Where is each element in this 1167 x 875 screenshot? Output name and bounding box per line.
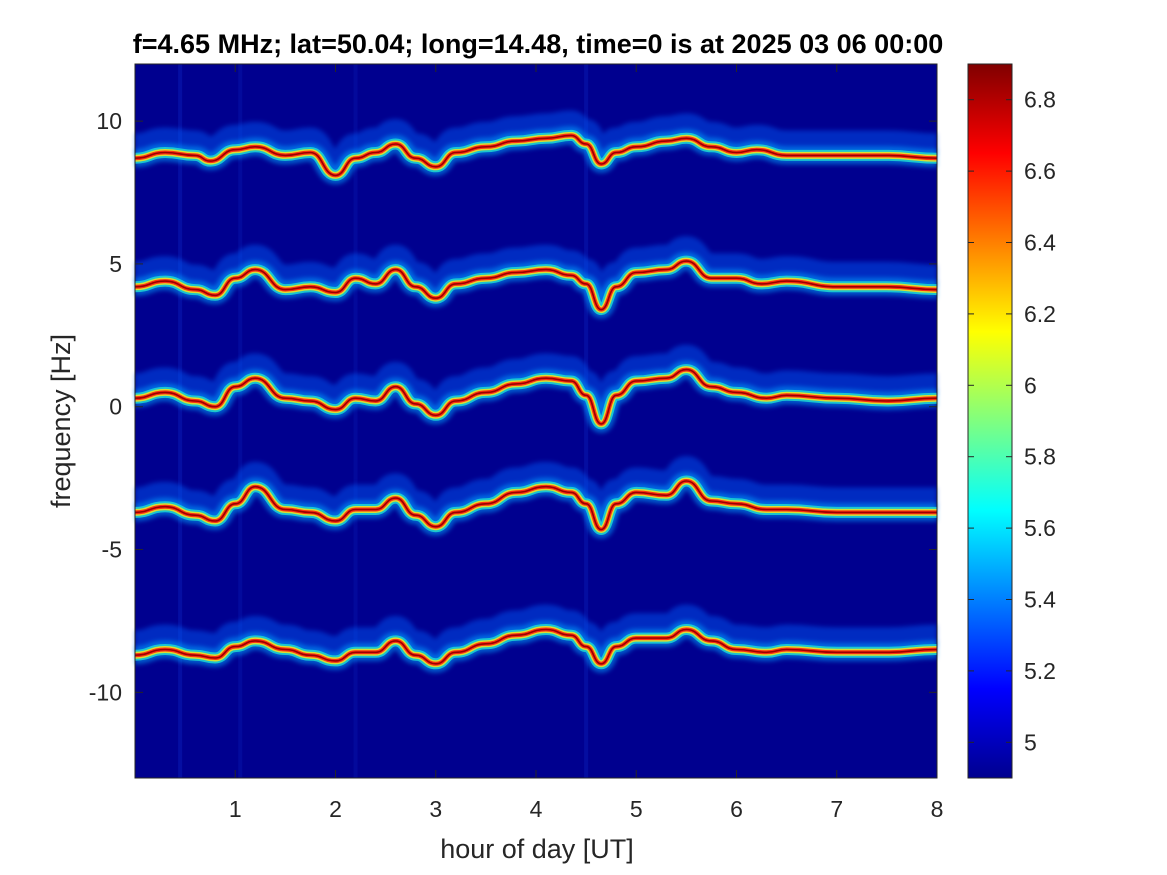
x-tick-label: 3 (429, 796, 442, 822)
doppler-trace (134, 110, 938, 185)
trace-core (134, 134, 938, 177)
plot-area (135, 64, 937, 778)
y-axis-ticks: 10 5 0 -5 -10 (89, 108, 937, 705)
x-tick-label: 7 (830, 796, 843, 822)
colorbar-tick-label: 5.2 (1024, 658, 1056, 684)
trace-core (134, 368, 938, 425)
colorbar-tick-label: 6.8 (1024, 87, 1056, 113)
y-tick-label: -5 (102, 537, 122, 563)
trace-halo-upper (134, 236, 938, 307)
colorbar-tick-label: 5.8 (1024, 444, 1056, 470)
doppler-trace (134, 455, 937, 539)
noise-streak (584, 64, 589, 778)
noise-streak (353, 64, 358, 778)
y-tick-label: 10 (96, 108, 122, 134)
colorbar-tick-label: 6.2 (1024, 301, 1056, 327)
x-tick-label: 4 (530, 796, 543, 822)
colorbar-ticks: 6.8 6.6 6.4 6.2 6 5.8 5.6 5.4 5.2 5 (968, 87, 1056, 755)
y-tick-label: 0 (109, 394, 122, 420)
doppler-trace (134, 344, 938, 433)
x-axis-label: hour of day [UT] (440, 834, 634, 864)
doppler-traces (134, 110, 938, 673)
trace-halo-upper (134, 604, 938, 661)
doppler-trace (134, 604, 938, 673)
y-tick-label: -10 (89, 679, 122, 705)
trace-core (134, 260, 938, 311)
trace-core (134, 480, 937, 531)
chart-title: f=4.65 MHz; lat=50.04; long=14.48, time=… (133, 29, 943, 59)
background-noise (178, 64, 589, 778)
y-tick-label: 5 (109, 251, 122, 277)
trace-halo-upper (134, 344, 938, 421)
x-tick-label: 8 (931, 796, 944, 822)
x-tick-label: 5 (630, 796, 643, 822)
colorbar-tick-label: 5.6 (1024, 515, 1056, 541)
doppler-trace (134, 236, 938, 319)
noise-streak (178, 64, 183, 778)
x-tick-label: 6 (730, 796, 743, 822)
y-axis-label: frequency [Hz] (46, 334, 76, 508)
trace-core (134, 628, 938, 665)
colorbar-tick-label: 6.4 (1024, 230, 1056, 256)
noise-streak (238, 64, 243, 778)
x-axis-ticks: 1 2 3 4 5 6 7 8 (229, 64, 944, 822)
colorbar-tick-label: 6 (1024, 372, 1037, 398)
colorbar (967, 63, 1013, 779)
colorbar-tick-label: 6.6 (1024, 158, 1056, 184)
x-tick-label: 1 (229, 796, 242, 822)
trace-halo-upper (134, 110, 938, 173)
trace-halo-upper (134, 455, 937, 527)
colorbar-tick-label: 5.4 (1024, 587, 1056, 613)
x-tick-label: 2 (329, 796, 342, 822)
colorbar-tick-label: 5 (1024, 729, 1037, 755)
